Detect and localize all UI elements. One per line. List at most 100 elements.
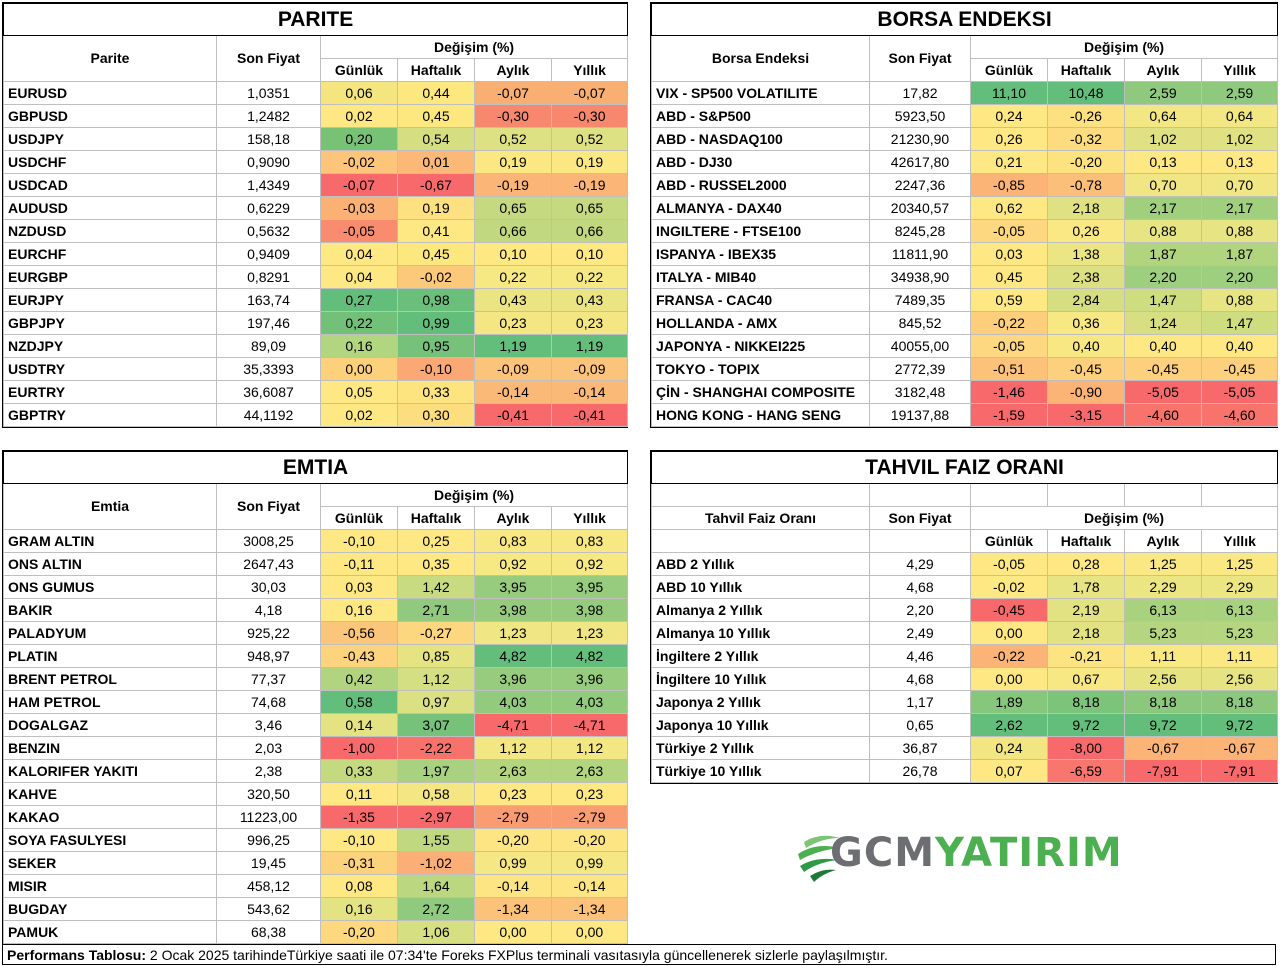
change-cell: 3,95	[550, 575, 629, 599]
change-cell: 0,22	[550, 265, 629, 289]
row-name: BUGDAY	[3, 897, 217, 921]
change-cell: 0,99	[550, 851, 629, 875]
change-cell: 1,19	[550, 334, 629, 358]
change-cell: 0,43	[474, 288, 552, 312]
change-cell: 2,18	[1047, 196, 1125, 220]
row-name: HONG KONG - HANG SENG	[651, 403, 870, 427]
borsa-col-price: Son Fiyat	[869, 35, 971, 82]
row-name: ISPANYA - IBEX35	[651, 242, 870, 266]
change-cell: 8,18	[1124, 690, 1202, 714]
change-cell: 4,82	[550, 644, 629, 668]
change-cell: 5,23	[1124, 621, 1202, 645]
change-cell: 0,00	[970, 621, 1048, 645]
tahvil-title: TAHVIL FAIZ ORANI	[650, 451, 1279, 484]
row-price: 17,82	[869, 81, 971, 105]
change-cell: -0,67	[1124, 736, 1202, 760]
table-row: BUGDAY 543,62 0,16 2,72 -1,34 -1,34	[3, 897, 629, 921]
row-price: 7489,35	[869, 288, 971, 312]
change-cell: 1,47	[1200, 311, 1279, 335]
change-cell: 2,29	[1124, 575, 1202, 599]
change-cell: -4,71	[474, 713, 552, 737]
row-price: 19137,88	[869, 403, 971, 427]
borsa-subcol: Günlük	[970, 58, 1048, 82]
emtia-col-change: Değişim (%)	[319, 483, 629, 507]
row-price: 163,74	[216, 288, 321, 312]
tahvil-col-change: Değişim (%)	[969, 506, 1279, 530]
change-cell: 2,62	[970, 713, 1048, 737]
row-price: 68,38	[216, 920, 321, 944]
change-cell: 0,83	[550, 529, 629, 553]
row-price: 0,9090	[216, 150, 321, 174]
change-cell: 0,40	[1047, 334, 1125, 358]
change-cell: -0,11	[320, 552, 398, 576]
borsa-col-name: Borsa Endeksi	[651, 35, 870, 82]
row-price: 0,65	[869, 713, 971, 737]
row-price: 4,68	[869, 667, 971, 691]
change-cell: 2,63	[550, 759, 629, 783]
change-cell: 1,87	[1200, 242, 1279, 266]
change-cell: 0,00	[550, 920, 629, 944]
change-cell: -0,26	[1047, 104, 1125, 128]
change-cell: 1,12	[474, 736, 552, 760]
change-cell: 2,72	[397, 897, 475, 921]
borsa-panel: BORSA ENDEKSI Borsa Endeksi Son Fiyat De…	[650, 2, 1279, 428]
row-price: 158,18	[216, 127, 321, 151]
change-cell: 10,48	[1047, 81, 1125, 105]
change-cell: 4,03	[550, 690, 629, 714]
row-price: 1,4349	[216, 173, 321, 197]
change-cell: 0,24	[970, 736, 1048, 760]
change-cell: 0,52	[550, 127, 629, 151]
table-row: ABD - RUSSEL2000 2247,36 -0,85 -0,78 0,70 0,7…	[651, 173, 1279, 197]
row-name: HOLLANDA - AMX	[651, 311, 870, 335]
row-name: KAHVE	[3, 782, 217, 806]
change-cell: 0,36	[1047, 311, 1125, 335]
parite-col-name: Parite	[3, 35, 217, 82]
change-cell: 1,25	[1200, 552, 1279, 576]
change-cell: 8,18	[1200, 690, 1279, 714]
change-cell: 1,11	[1124, 644, 1202, 668]
change-cell: -0,51	[970, 357, 1048, 381]
change-cell: 0,99	[397, 311, 475, 335]
table-row: ABD - DJ30 42617,80 0,21 -0,20 0,13 0,13	[651, 150, 1279, 174]
change-cell: 9,72	[1047, 713, 1125, 737]
change-cell: -3,15	[1047, 403, 1125, 427]
table-row: SOYA FASULYESI 996,25 -0,10 1,55 -0,20 -0,20	[3, 828, 629, 852]
change-cell: -0,14	[474, 874, 552, 898]
change-cell: -0,32	[1047, 127, 1125, 151]
change-cell: 1,12	[550, 736, 629, 760]
change-cell: -4,60	[1200, 403, 1279, 427]
row-name: ITALYA - MIB40	[651, 265, 870, 289]
change-cell: 0,66	[550, 219, 629, 243]
change-cell: 8,18	[1047, 690, 1125, 714]
change-cell: 0,43	[550, 288, 629, 312]
row-name: GBPTRY	[3, 403, 217, 427]
row-name: Almanya 10 Yıllık	[651, 621, 870, 645]
row-name: BRENT PETROL	[3, 667, 217, 691]
change-cell: 1,06	[397, 920, 475, 944]
row-price: 3008,25	[216, 529, 321, 553]
change-cell: 0,65	[474, 196, 552, 220]
tahvil-blank-cell	[1124, 483, 1202, 507]
table-row: GBPUSD 1,2482 0,02 0,45 -0,30 -0,30	[3, 104, 629, 128]
row-name: ABD 10 Yıllık	[651, 575, 870, 599]
change-cell: 0,23	[474, 782, 552, 806]
row-price: 89,09	[216, 334, 321, 358]
change-cell: 0,13	[1124, 150, 1202, 174]
table-row: BAKIR 4,18 0,16 2,71 3,98 3,98	[3, 598, 629, 622]
table-row: KAKAO 11223,00 -1,35 -2,97 -2,79 -2,79	[3, 805, 629, 829]
change-cell: 1,38	[1047, 242, 1125, 266]
change-cell: -0,20	[474, 828, 552, 852]
table-row: PAMUK 68,38 -0,20 1,06 0,00 0,00	[3, 920, 629, 944]
table-row: HAM PETROL 74,68 0,58 0,97 4,03 4,03	[3, 690, 629, 714]
change-cell: 1,97	[397, 759, 475, 783]
tahvil-panel: TAHVIL FAIZ ORANI Tahvil Faiz Oranı Son …	[650, 450, 1279, 784]
change-cell: -0,22	[970, 311, 1048, 335]
change-cell: 0,52	[474, 127, 552, 151]
change-cell: 0,88	[1200, 288, 1279, 312]
row-name: GBPUSD	[3, 104, 217, 128]
change-cell: -0,14	[550, 874, 629, 898]
change-cell: 0,24	[970, 104, 1048, 128]
change-cell: -0,78	[1047, 173, 1125, 197]
change-cell: -0,14	[550, 380, 629, 404]
change-cell: 1,42	[397, 575, 475, 599]
